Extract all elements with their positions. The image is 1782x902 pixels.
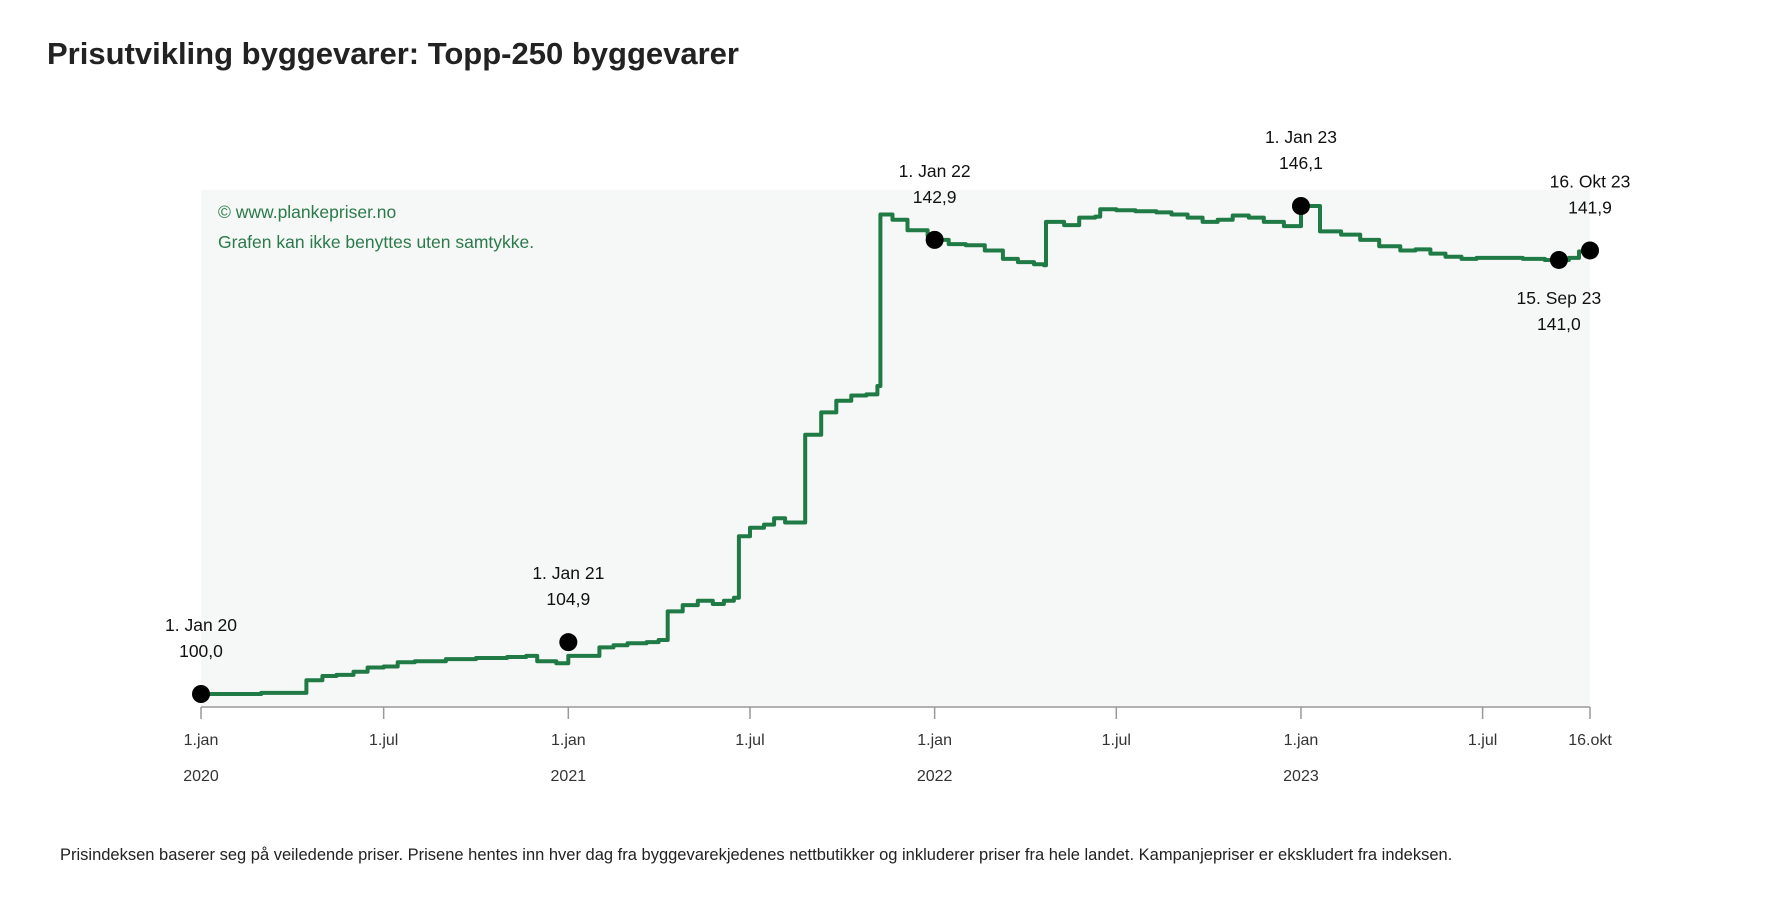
annotation-value-label: 146,1 (1279, 153, 1323, 173)
annotation-marker (1291, 197, 1310, 215)
chart-title: Prisutvikling byggevarer: Topp-250 bygge… (47, 36, 739, 71)
x-tick-year: 2021 (551, 768, 587, 785)
annotation-value-label: 141,9 (1568, 197, 1612, 217)
annotation-value-label: 141,0 (1537, 314, 1581, 334)
annotation-date-label: 1. Jan 20 (165, 615, 237, 635)
annotation-value-label: 142,9 (913, 187, 957, 207)
annotation-date-label: 1. Jan 21 (532, 563, 604, 583)
annotation-value-label: 100,0 (179, 641, 223, 661)
annotation-marker (1581, 241, 1599, 260)
x-tick-label: 1.jul (369, 732, 398, 749)
annotation-marker (925, 230, 944, 249)
x-tick-label: 1.jan (1284, 732, 1319, 749)
plot-area (201, 190, 1590, 707)
annotation-date-label: 1. Jan 23 (1265, 127, 1337, 147)
series-line-topp-250 (201, 204, 1592, 696)
x-tick-year: 2023 (1283, 768, 1319, 785)
x-tick-year: 2020 (183, 768, 219, 785)
x-tick-year: 2022 (917, 768, 953, 785)
annotation-value-label: 104,9 (546, 589, 590, 609)
watermark-notice: Grafen kan ikke benyttes uten samtykke. (218, 232, 534, 252)
x-tick-label: 1.jan (551, 732, 586, 749)
annotation-marker (559, 633, 578, 652)
x-tick-label: 1.jul (1468, 732, 1497, 749)
annotation-date-label: 1. Jan 22 (899, 161, 971, 181)
annotations: 1. Jan 20 100,0 1. Jan 21 104,9 1. Jan 22 142… (165, 127, 1630, 703)
annotation-marker (1549, 250, 1568, 269)
x-tick-label: 1.jul (735, 732, 764, 749)
footnote: Prisindeksen baserer seg på veiledende p… (60, 846, 1453, 864)
x-tick-label: 16.okt (1568, 732, 1612, 749)
x-tick-label: 1.jan (184, 732, 219, 749)
watermark-copyright: © www.plankepriser.no (218, 202, 396, 222)
x-axis-ticks: 1.jan 2020 1.jul 1.jan 2021 1.jul 1.jan 2022 1.j… (183, 707, 1612, 785)
x-tick-label: 1.jul (1102, 732, 1131, 749)
annotation-date-label: 16. Okt 23 (1550, 171, 1631, 191)
annotation-date-label: 15. Sep 23 (1517, 288, 1602, 308)
x-tick-label: 1.jan (917, 732, 952, 749)
annotation-marker (192, 685, 210, 703)
